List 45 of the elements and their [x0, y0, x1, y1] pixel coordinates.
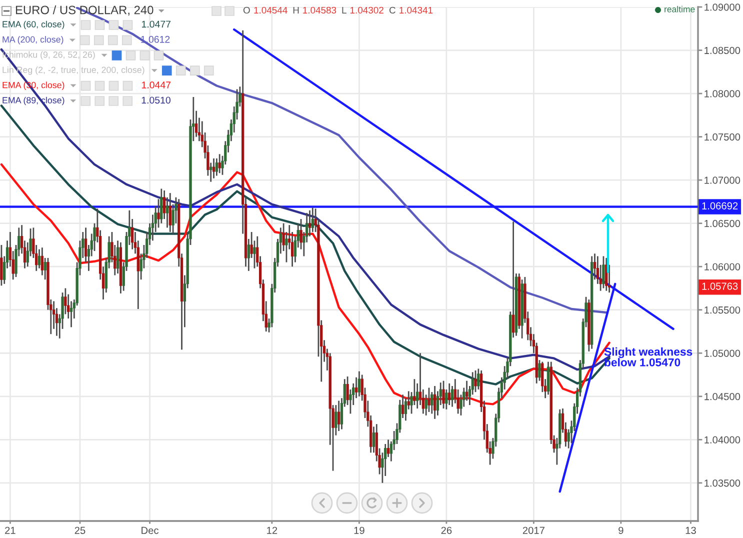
x-tick-label: 21: [5, 526, 16, 534]
y-tick-label: 1.07500: [704, 133, 740, 141]
candlestick: [215, 158, 218, 176]
y-tick-label: 1.09000: [704, 4, 740, 11]
y-tick-label: 1.08500: [704, 46, 740, 54]
annotation: realtime: [664, 6, 695, 12]
annotation: 1.0447: [142, 82, 170, 88]
candlestick: [474, 370, 477, 393]
candlestick: [337, 400, 340, 432]
x-tick-label: 26: [441, 526, 452, 534]
y-tick-label: 1.06500: [704, 220, 740, 228]
x-tick-label: 19: [354, 526, 364, 534]
y-tick-label: 1.05500: [704, 306, 740, 314]
text: MA (200, close): [2, 36, 64, 44]
candlestick: [358, 370, 361, 398]
candlestick: [428, 387, 430, 413]
x-tick-label: 12: [267, 526, 278, 534]
candlestick: [448, 382, 451, 406]
candlestick: [0, 244, 3, 286]
candlestick: [160, 188, 163, 224]
ref-line-label: 1.06692: [702, 202, 738, 210]
annotation: 1.0477: [142, 20, 170, 28]
x-tick-label: 25: [74, 526, 86, 534]
text: EMA (60, close): [2, 20, 64, 30]
candlestick: [40, 246, 44, 276]
x-tick-label: 2017: [522, 526, 544, 534]
y-tick-label: 1.07000: [704, 176, 740, 184]
candlestick: [218, 153, 221, 174]
candlestick: [168, 192, 172, 233]
y-tick-label: 1.04000: [704, 436, 740, 444]
x-tick-label: Dec: [142, 526, 159, 534]
annotation: 1.0510: [142, 96, 170, 104]
y-tick-label: 1.06000: [704, 263, 740, 270]
candlestick: [442, 380, 445, 410]
candlestick: [433, 385, 436, 420]
y-tick-label: 1.05000: [704, 350, 740, 357]
y-tick-label: 1.08000: [704, 90, 740, 98]
annotation: 1.05763: [702, 282, 738, 290]
candlestick: [311, 207, 314, 233]
candlestick: [602, 256, 605, 289]
y-tick-label: 1.04500: [704, 392, 740, 400]
y-tick-label: 1.03500: [704, 480, 740, 487]
annotation: O 1.04544 H 1.04583 L 1.04302 C 1.04341: [243, 6, 433, 14]
x-tick-label: 13: [686, 526, 696, 534]
x-tick-label: 9: [618, 526, 624, 534]
